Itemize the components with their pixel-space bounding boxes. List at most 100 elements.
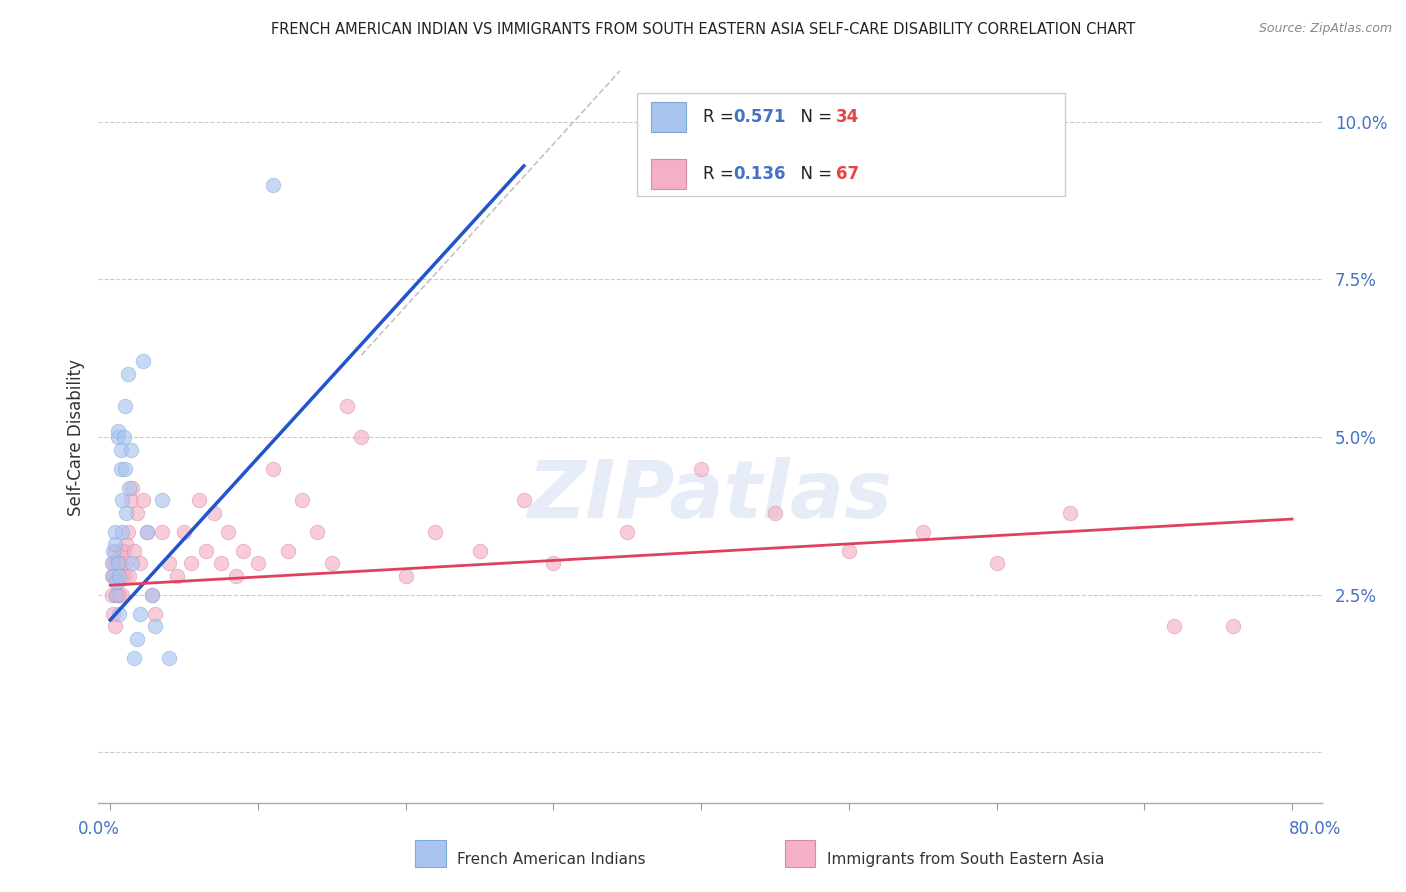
Text: R =: R = (703, 108, 738, 126)
Point (120, 493, 142, 508)
Point (838, 543, 860, 558)
Point (616, 524, 638, 539)
Point (307, 524, 329, 539)
Point (105, 588, 128, 602)
Point (108, 569, 131, 583)
Text: R =: R = (703, 165, 738, 183)
Point (225, 569, 247, 583)
Text: N =: N = (790, 165, 837, 183)
Point (107, 556, 129, 570)
Point (763, 506, 786, 520)
Point (115, 537, 138, 551)
Text: 34: 34 (837, 108, 859, 126)
Point (104, 619, 127, 633)
Point (111, 588, 134, 602)
Point (114, 399, 136, 413)
Point (262, 178, 284, 192)
Point (107, 424, 129, 438)
Point (125, 632, 148, 646)
Point (104, 537, 127, 551)
Text: 80.0%: 80.0% (1288, 820, 1341, 838)
Point (100, 569, 122, 583)
Point (117, 524, 139, 539)
Text: Immigrants from South Eastern Asia: Immigrants from South Eastern Asia (827, 853, 1104, 867)
Point (118, 569, 141, 583)
Point (110, 543, 132, 558)
Point (543, 556, 565, 570)
Point (105, 575, 128, 590)
Point (1222, 619, 1244, 633)
Point (103, 556, 125, 570)
Point (107, 575, 129, 590)
Point (107, 430, 129, 444)
Point (117, 367, 139, 381)
Point (513, 493, 536, 508)
Point (122, 650, 145, 665)
Point (132, 493, 155, 508)
Point (108, 588, 131, 602)
Point (209, 556, 232, 570)
Point (180, 556, 202, 570)
Point (1163, 619, 1185, 633)
Point (195, 543, 218, 558)
Point (217, 524, 239, 539)
Point (110, 461, 132, 475)
Point (157, 650, 180, 665)
Point (128, 607, 150, 621)
Point (118, 481, 141, 495)
Point (100, 588, 122, 602)
Point (104, 543, 127, 558)
Point (143, 619, 166, 633)
Point (104, 569, 127, 583)
Text: 0.0%: 0.0% (77, 820, 120, 838)
Point (132, 354, 155, 368)
Point (111, 569, 134, 583)
Point (276, 543, 298, 558)
Point (105, 556, 128, 570)
Point (111, 524, 134, 539)
Point (166, 569, 188, 583)
Point (468, 543, 491, 558)
Text: Source: ZipAtlas.com: Source: ZipAtlas.com (1258, 22, 1392, 36)
Point (128, 556, 150, 570)
Point (173, 524, 195, 539)
Point (425, 524, 447, 539)
Text: 0.136: 0.136 (734, 165, 786, 183)
Point (112, 543, 135, 558)
Y-axis label: Self-Care Disability: Self-Care Disability (66, 359, 84, 516)
Point (141, 588, 163, 602)
Point (125, 506, 148, 520)
Point (321, 556, 343, 570)
Point (120, 442, 142, 457)
Point (111, 493, 134, 508)
Point (150, 493, 173, 508)
Point (187, 493, 209, 508)
Point (121, 481, 143, 495)
Point (395, 569, 418, 583)
Text: ZIPatlas: ZIPatlas (527, 457, 893, 534)
Point (103, 569, 125, 583)
Point (108, 569, 131, 583)
Point (122, 543, 145, 558)
Text: N =: N = (790, 108, 837, 126)
Text: 67: 67 (837, 165, 859, 183)
Point (986, 556, 1008, 570)
Point (110, 556, 132, 570)
Point (110, 442, 132, 457)
Point (112, 430, 135, 444)
Point (911, 524, 934, 539)
Point (141, 588, 163, 602)
Point (114, 556, 136, 570)
Point (143, 607, 166, 621)
Point (232, 543, 254, 558)
Point (103, 607, 125, 621)
Text: French American Indians: French American Indians (457, 853, 645, 867)
Point (150, 524, 173, 539)
Point (291, 493, 314, 508)
Point (1059, 506, 1081, 520)
Point (121, 556, 143, 570)
Point (157, 556, 180, 570)
Point (114, 569, 136, 583)
Text: FRENCH AMERICAN INDIAN VS IMMIGRANTS FROM SOUTH EASTERN ASIA SELF-CARE DISABILIT: FRENCH AMERICAN INDIAN VS IMMIGRANTS FRO… (271, 22, 1135, 37)
Point (100, 556, 122, 570)
